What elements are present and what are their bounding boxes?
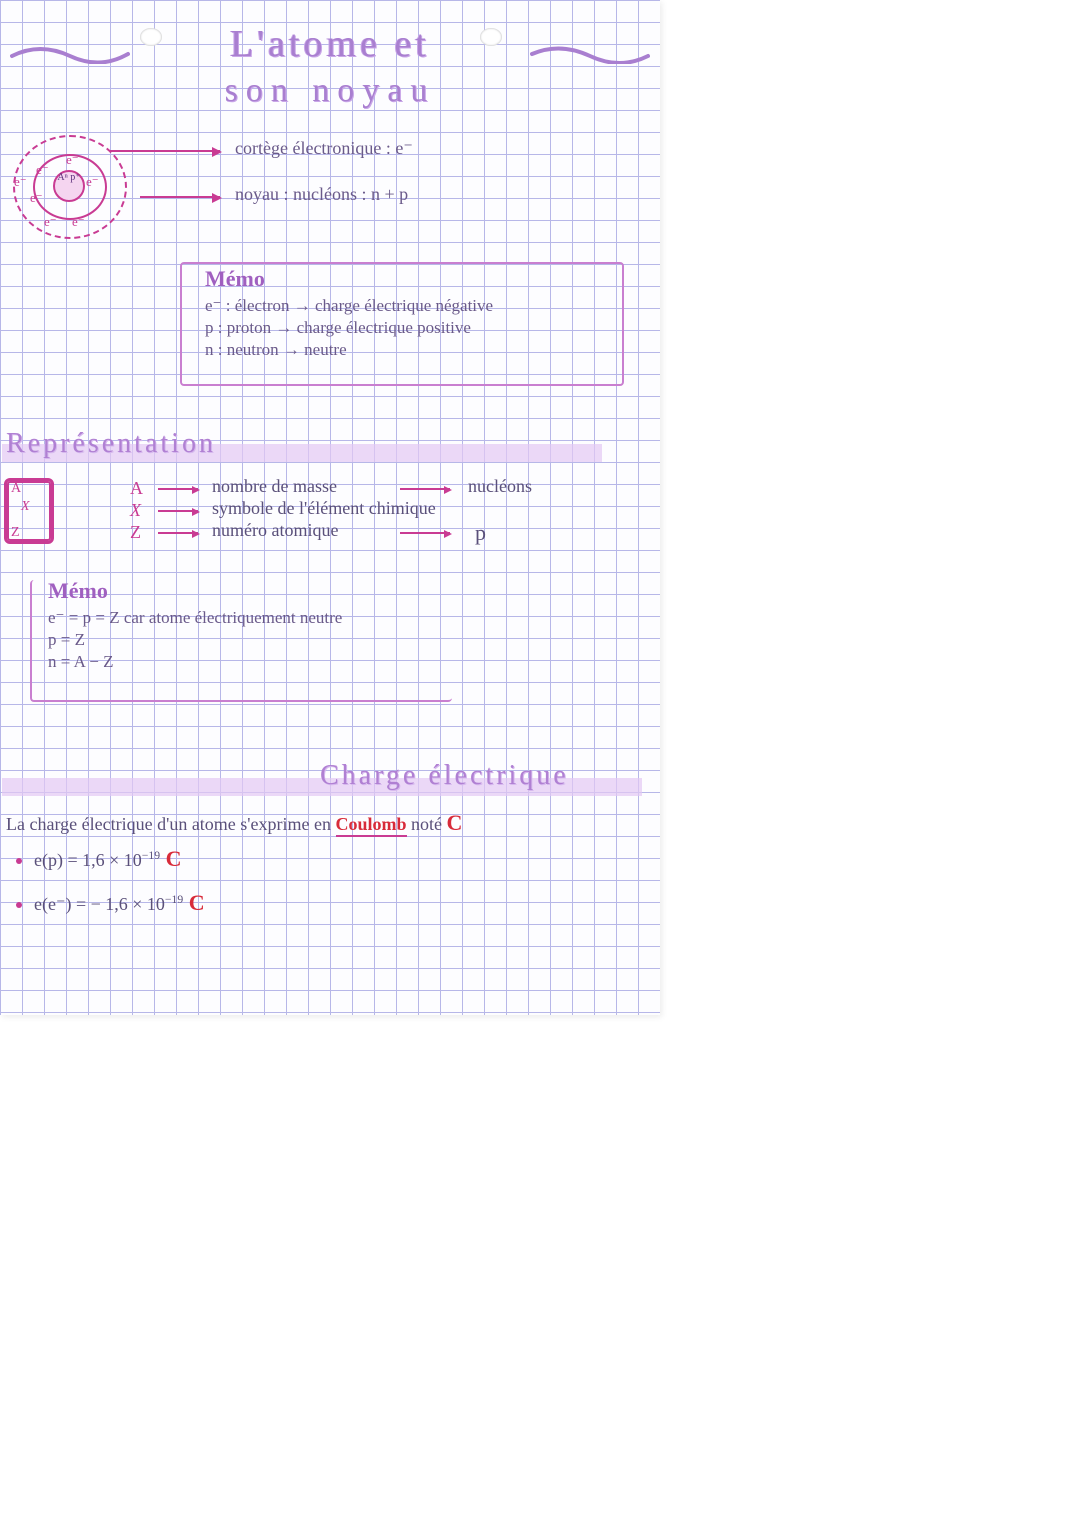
electron-label: e⁻ — [30, 190, 43, 206]
arrow-icon — [400, 532, 450, 534]
memo2-line: p = Z — [48, 630, 85, 650]
rep-Z-right: p — [475, 520, 486, 546]
coulomb-word: Coulomb — [336, 814, 407, 837]
equation-electron: e(e⁻) = − 1,6 × 10−19 C — [34, 890, 205, 916]
memo1-title: Mémo — [205, 266, 265, 292]
electron-label: e⁻ — [66, 152, 79, 168]
electron-label: e⁻ — [36, 162, 49, 178]
element-notation-box: A X Z — [4, 478, 54, 544]
arrow-to-shell — [110, 150, 220, 152]
rep-Z-label: numéro atomique — [212, 520, 338, 541]
page-title-line2: son noyau — [0, 72, 660, 110]
equation-proton: e(p) = 1,6 × 10−19 C — [34, 846, 181, 872]
page-title-line1: L'atome et — [0, 22, 660, 66]
rep-Z: Z — [130, 522, 141, 543]
bullet-icon — [16, 858, 22, 864]
electron-label: e⁻ — [44, 214, 57, 230]
shell-label: cortège électronique : e⁻ — [235, 138, 413, 159]
nucleus-label: Aⁿ p⁺ — [57, 172, 80, 183]
arrow-icon — [158, 532, 198, 534]
charge-intro: La charge électrique d'un atome s'exprim… — [6, 810, 646, 837]
electron-label: e⁻ — [86, 174, 99, 190]
symbol-X: X — [21, 499, 30, 515]
bullet-icon — [16, 902, 22, 908]
section-heading-representation: Représentation — [6, 428, 216, 460]
arrow-icon — [158, 510, 198, 512]
eq2-lhs: e(e⁻) = − 1,6 × 10 — [34, 894, 165, 914]
section-heading-charge: Charge électrique — [320, 760, 569, 792]
arrow-to-nucleus — [140, 196, 220, 198]
arrow-icon — [400, 488, 450, 490]
eq1-unit: C — [160, 846, 181, 871]
electron-label: e⁻ — [14, 174, 27, 190]
charge-intro-text: La charge électrique d'un atome s'exprim… — [6, 814, 336, 834]
nucleus-arrow-label: noyau : nucléons : n + p — [235, 184, 408, 205]
memo2-line: e⁻ = p = Z car atome électriquement neut… — [48, 608, 342, 628]
atom-diagram: Aⁿ p⁺ e⁻ e⁻ e⁻ e⁻ e⁻ e⁻ e⁻ — [8, 130, 138, 250]
graph-paper: L'atome et son noyau Aⁿ p⁺ e⁻ e⁻ e⁻ e⁻ e… — [0, 0, 660, 1015]
rep-A-label: nombre de masse — [212, 476, 337, 497]
eq1-lhs: e(p) = 1,6 × 10 — [34, 850, 142, 870]
rep-X-label: symbole de l'élément chimique — [212, 498, 436, 519]
eq2-exp: −19 — [165, 893, 183, 906]
rep-X: X — [130, 500, 141, 521]
symbol-Z: Z — [11, 525, 20, 541]
eq1-exp: −19 — [142, 849, 160, 862]
memo2-line: n = A − Z — [48, 652, 113, 672]
electron-label: e⁻ — [72, 214, 85, 230]
coulomb-symbol: C — [447, 810, 463, 835]
charge-intro-mid: noté — [407, 814, 447, 834]
memo1-line: p : proton → charge électrique positive — [205, 318, 471, 338]
eq2-unit: C — [183, 890, 204, 915]
memo2-title: Mémo — [48, 578, 108, 604]
nucleus: Aⁿ p⁺ — [53, 170, 85, 202]
rep-A: A — [130, 478, 143, 499]
memo1-line: e⁻ : électron → charge électrique négati… — [205, 296, 493, 316]
symbol-A: A — [11, 481, 21, 497]
memo1-line: n : neutron → neutre — [205, 340, 347, 360]
arrow-icon — [158, 488, 198, 490]
rep-A-right: nucléons — [468, 476, 532, 497]
